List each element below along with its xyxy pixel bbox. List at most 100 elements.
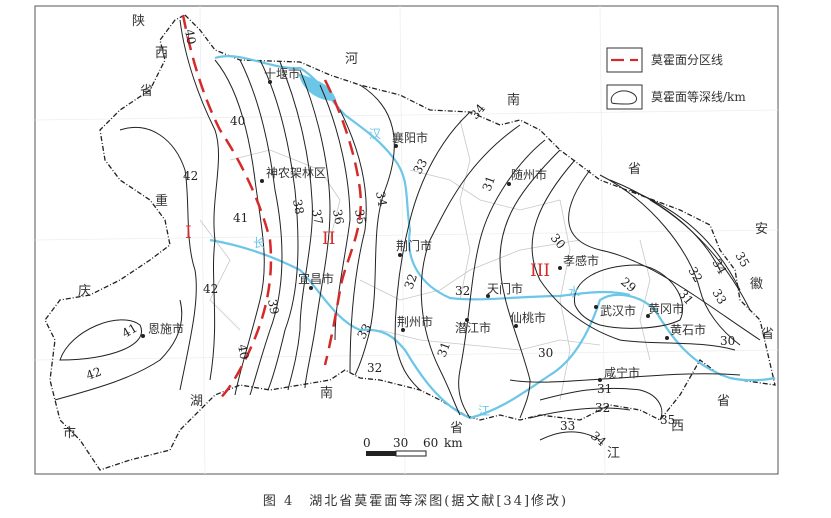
province-label: 江 [607,446,620,461]
city-label: 仙桃市 [510,310,546,325]
contour-label: 42 [84,364,103,382]
province-label: 市 [63,425,76,441]
contour-label: 41 [233,211,248,225]
city-label: 十堰市 [264,66,300,81]
province-label: 河 [345,52,358,67]
contour-label: 36 [330,208,346,225]
contour-label: 33 [709,287,729,307]
province-label: 省 [628,162,641,177]
zone-label: II [322,229,335,249]
city-dot [141,334,145,338]
contour-label: 40 [235,343,251,360]
legend [606,47,643,110]
contour-label: 35 [352,208,368,225]
contour-label: 30 [548,231,569,252]
province-label: 省 [140,84,153,99]
contour-label: 31 [597,382,612,396]
contour-label: 32 [367,361,382,375]
city-dot [598,378,602,382]
province-label: 南 [507,92,520,108]
city-dot [401,328,405,332]
contour-label: 32 [685,265,705,285]
province-boundary [44,14,776,471]
city-dot [646,314,650,318]
contour-label: 31 [480,174,498,193]
contour-label: 33 [354,321,374,341]
province-label: 省 [450,421,463,436]
city-dot [665,336,669,340]
contour-label: 30 [720,334,735,348]
contour-label: 34 [373,190,390,208]
city-label: 孝感市 [563,253,599,268]
contour-label: 32 [455,284,470,298]
province-label: 省 [761,327,774,342]
contour-label: 39 [265,298,281,315]
river-label: 江 [478,404,490,418]
city-dot [398,253,402,257]
scale-unit: km [444,436,463,450]
city-dot [268,80,272,84]
province-label: 南 [320,385,333,401]
river-label: 水 [568,285,580,299]
river-label: 长 [253,236,265,250]
province-label: 西 [155,46,168,61]
contour-label: 40 [182,28,198,45]
contour-label: 42 [183,169,198,183]
zone-label: I [185,223,192,243]
contour-label: 37 [309,208,325,225]
moho-zone-boundaries[interactable] [181,14,363,402]
province-label: 庆 [78,284,91,299]
city-dot [309,286,313,290]
province-label: 徽 [750,277,763,292]
city-label: 神农架林区 [266,166,326,180]
river-label: 汉 [369,127,381,141]
province-label: 省 [717,394,730,409]
city-label: 宜昌市 [298,271,334,286]
city-dot [465,318,469,322]
province-label: 西 [671,419,684,434]
contour-label: 38 [290,198,306,215]
city-label: 黄冈市 [648,301,684,316]
han-river [214,55,631,301]
city-dot [486,294,490,298]
city-label: 荆门市 [396,238,432,253]
city-label: 天门市 [487,281,523,296]
scale-tick: 0 [363,436,371,450]
contour-label: 41 [120,321,140,341]
city-dot [507,182,511,186]
province-label: 湖 [190,394,203,409]
contour-label: 35 [732,250,752,270]
city-dot [514,324,518,328]
scale-tick: 30 [393,436,408,450]
contour-label: 35 [660,413,675,427]
contour-label: 32 [402,272,420,291]
city-dot [394,144,398,148]
zone-label: III [530,261,550,281]
city-label: 黄石市 [670,322,706,337]
scale-tick: 60 [423,436,438,450]
city-label: 襄阳市 [392,130,428,145]
contour-lines [54,19,761,441]
contour-label: 30 [538,346,553,360]
province-label: 陕 [132,14,145,29]
city-dot [260,179,264,183]
contour-label: 42 [203,282,218,296]
city-label: 荆州市 [397,314,433,329]
contour-label: 34 [468,101,489,122]
contour-label: 29 [618,275,639,296]
province-label: 安 [755,222,768,237]
scale-bar [366,450,427,457]
contour-label: 40 [230,114,245,128]
city-label: 咸宁市 [604,365,640,380]
city-label: 恩施市 [148,321,184,336]
province-label: 重 [155,193,168,209]
contour-label: 34 [588,429,609,450]
city-dot [594,305,598,309]
city-label: 武汉市 [600,303,636,318]
legend-boundary-label: 莫霍面分区线 [651,53,723,67]
city-dot [558,266,562,270]
zone-boundary-east [323,79,363,366]
contour-label: 33 [560,419,575,433]
contour-label: 32 [595,401,610,415]
